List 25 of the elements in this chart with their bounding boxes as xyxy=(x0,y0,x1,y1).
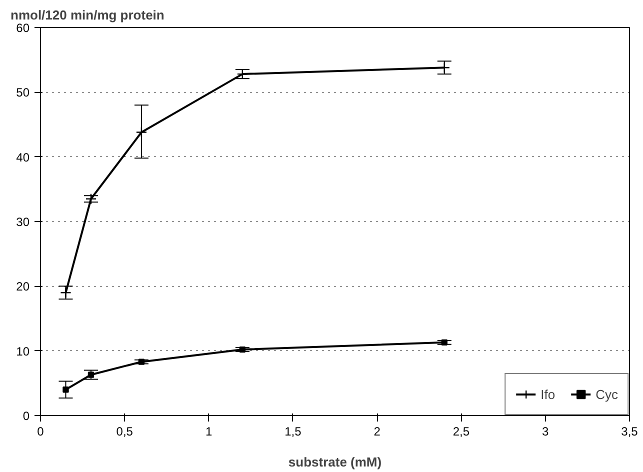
y-axis-title: nmol/120 min/mg protein xyxy=(10,8,164,22)
y-tick-label: 10 xyxy=(16,344,30,358)
x-tick-label: 3,5 xyxy=(621,424,638,438)
x-tick-label: 2 xyxy=(374,424,381,438)
y-tick-label: 40 xyxy=(16,150,30,164)
point xyxy=(62,386,69,393)
point xyxy=(441,339,448,346)
legend-label: Ifo xyxy=(540,386,556,402)
x-tick-label: 1 xyxy=(205,424,212,438)
y-tick-label: 30 xyxy=(16,215,30,229)
point xyxy=(138,358,145,365)
legend-label: Cyc xyxy=(596,386,618,402)
x-tick-label: 0,5 xyxy=(116,424,134,438)
point xyxy=(239,346,246,353)
x-tick-label: 2,5 xyxy=(452,424,470,438)
point xyxy=(136,126,148,138)
x-tick-label: 1,5 xyxy=(284,424,302,438)
y-tick-label: 0 xyxy=(22,409,30,423)
x-tick-label: 0 xyxy=(37,424,44,438)
x-axis-title: substrate (mM) xyxy=(288,454,382,470)
y-tick-label: 20 xyxy=(16,280,30,294)
point xyxy=(88,372,94,378)
x-tick-label: 3 xyxy=(542,424,550,438)
y-tick-label: 60 xyxy=(16,21,30,35)
y-tick-label: 50 xyxy=(16,86,30,100)
